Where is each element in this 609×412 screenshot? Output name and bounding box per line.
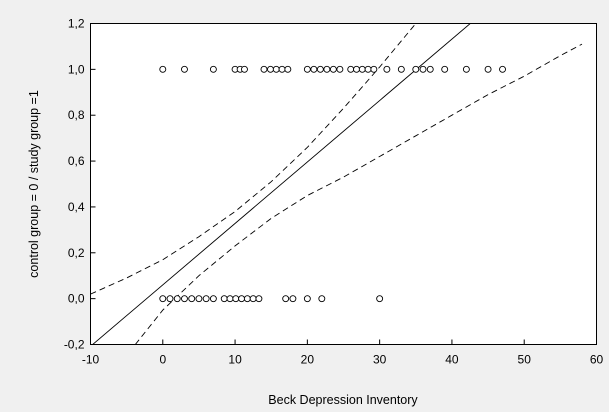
data-point: [195, 295, 203, 303]
data-point: [316, 65, 324, 73]
x-tick-label: 20: [301, 353, 315, 367]
data-point: [238, 295, 246, 303]
data-point: [376, 295, 384, 303]
data-point: [318, 295, 326, 303]
upper-confidence-band: [90, 23, 417, 295]
data-point: [243, 295, 251, 303]
data-point: [336, 65, 344, 73]
data-point: [188, 295, 196, 303]
data-point: [202, 295, 210, 303]
x-axis-ticks: -10 0 10 20 30 40 50 60: [82, 339, 604, 367]
data-point: [310, 65, 318, 73]
data-points: [159, 65, 506, 303]
data-point: [499, 65, 506, 73]
data-point: [329, 65, 337, 73]
data-point: [353, 65, 360, 73]
data-point: [267, 65, 274, 73]
y-axis-label: control group = 0 / study group =1: [27, 90, 41, 278]
data-point: [241, 65, 248, 73]
y-tick-label: 0,6: [68, 154, 85, 168]
data-point: [323, 65, 331, 73]
x-tick-label: 0: [159, 353, 166, 367]
plot-area: [90, 23, 597, 345]
data-point: [284, 65, 292, 73]
data-point: [484, 65, 492, 73]
plot-frame: [90, 23, 597, 345]
data-point: [303, 295, 311, 303]
data-point: [226, 295, 234, 303]
data-point: [383, 65, 391, 73]
data-point: [232, 295, 240, 303]
data-point: [397, 65, 405, 73]
fit-lines: [90, 23, 583, 345]
data-point: [364, 65, 372, 73]
y-tick-label: 1,0: [68, 62, 85, 76]
data-point: [209, 295, 217, 303]
data-point: [173, 295, 181, 303]
data-point: [370, 65, 378, 73]
data-point: [282, 295, 290, 303]
y-tick-label: 0,0: [68, 292, 85, 306]
data-point: [255, 295, 263, 303]
data-point: [278, 65, 286, 73]
data-point: [303, 65, 311, 73]
data-point: [426, 65, 434, 73]
data-point: [441, 65, 449, 73]
data-point: [249, 295, 257, 303]
x-tick-label: 50: [518, 353, 532, 367]
y-tick-label: 0,8: [68, 108, 85, 122]
x-tick-label: -10: [82, 353, 100, 367]
data-point: [358, 65, 366, 73]
data-point: [166, 295, 174, 303]
x-tick-label: 60: [590, 353, 604, 367]
y-axis-ticks: -0,2 0,0 0,2 0,4 0,6 0,8 1,0 1,2: [64, 17, 96, 352]
data-point: [419, 65, 427, 73]
data-point: [209, 65, 217, 73]
data-point: [181, 65, 188, 73]
x-tick-label: 10: [228, 353, 242, 367]
data-point: [260, 65, 268, 73]
y-tick-label: -0,2: [64, 338, 85, 352]
data-point: [462, 65, 470, 73]
data-point: [289, 295, 297, 303]
data-point: [412, 65, 420, 73]
data-point: [272, 65, 280, 73]
x-tick-label: 40: [445, 353, 459, 367]
data-point: [159, 65, 167, 73]
y-tick-label: 0,2: [68, 246, 85, 260]
regression-line: [91, 23, 471, 345]
data-point: [159, 295, 167, 303]
lower-confidence-band: [134, 43, 583, 345]
y-tick-label: 1,2: [68, 17, 85, 31]
x-axis-label: Beck Depression Inventory: [268, 393, 418, 407]
data-point: [181, 295, 188, 303]
x-tick-label: 30: [373, 353, 387, 367]
data-point: [347, 65, 355, 73]
data-point: [220, 295, 228, 303]
y-tick-label: 0,4: [68, 200, 85, 214]
